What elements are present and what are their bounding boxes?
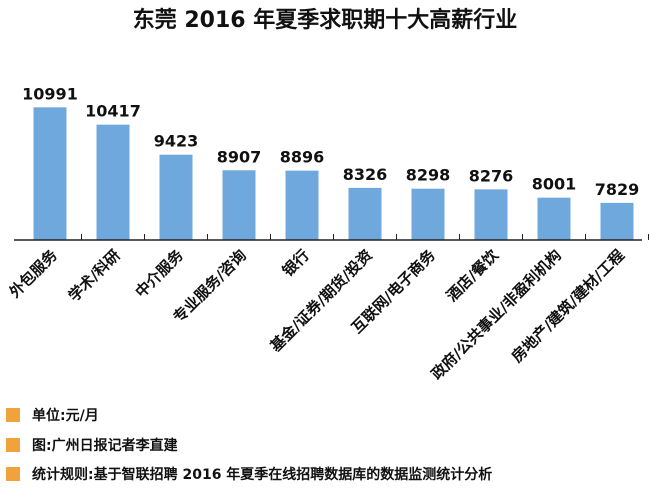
value-label: 8298: [406, 166, 451, 185]
bar: [474, 189, 508, 240]
footnote-unit: 单位:元/月: [6, 404, 99, 426]
bar: [537, 197, 571, 240]
footnote-marker: [6, 438, 20, 452]
value-label: 8907: [217, 147, 262, 166]
bar: [222, 170, 256, 240]
footnote-method-text: 统计规则:基于智联招聘 2016 年夏季在线招聘数据库的数据监测统计分析: [32, 467, 493, 483]
bar: [348, 187, 382, 240]
category-label: 银行: [279, 246, 313, 280]
value-label: 8001: [532, 175, 577, 194]
category-label: 学术/科研: [65, 246, 124, 305]
value-label: 9423: [154, 132, 199, 151]
footnote-credit-text: 图:广州日报记者李直建: [32, 438, 178, 454]
category-label: 房地产/建筑/建材/工程: [508, 246, 628, 366]
bar: [96, 124, 130, 240]
footnote-marker: [6, 467, 20, 481]
category-label: 中介服务: [132, 245, 188, 301]
value-label: 10417: [85, 102, 141, 121]
value-label: 8896: [280, 148, 325, 167]
category-label: 外包服务: [5, 245, 62, 302]
footnote-credit: 图:广州日报记者李直建: [6, 434, 178, 456]
footnote-unit-text: 单位:元/月: [32, 408, 99, 424]
category-label: 政府/公共事业/非盈利机构: [428, 246, 565, 383]
value-label: 7829: [595, 180, 640, 199]
bar: [159, 154, 193, 240]
value-label: 8326: [343, 165, 388, 184]
bar: [411, 188, 445, 240]
footnote-marker: [6, 408, 20, 422]
bar: [285, 170, 319, 240]
value-label: 10991: [22, 84, 78, 103]
value-label: 8276: [469, 166, 514, 185]
footnote-method: 统计规则:基于智联招聘 2016 年夏季在线招聘数据库的数据监测统计分析: [6, 463, 492, 485]
category-label: 酒店/餐饮: [443, 245, 503, 305]
bar: [33, 107, 67, 240]
bar: [600, 202, 634, 240]
chart-title: 东莞 2016 年夏季求职期十大高薪行业: [132, 8, 518, 33]
